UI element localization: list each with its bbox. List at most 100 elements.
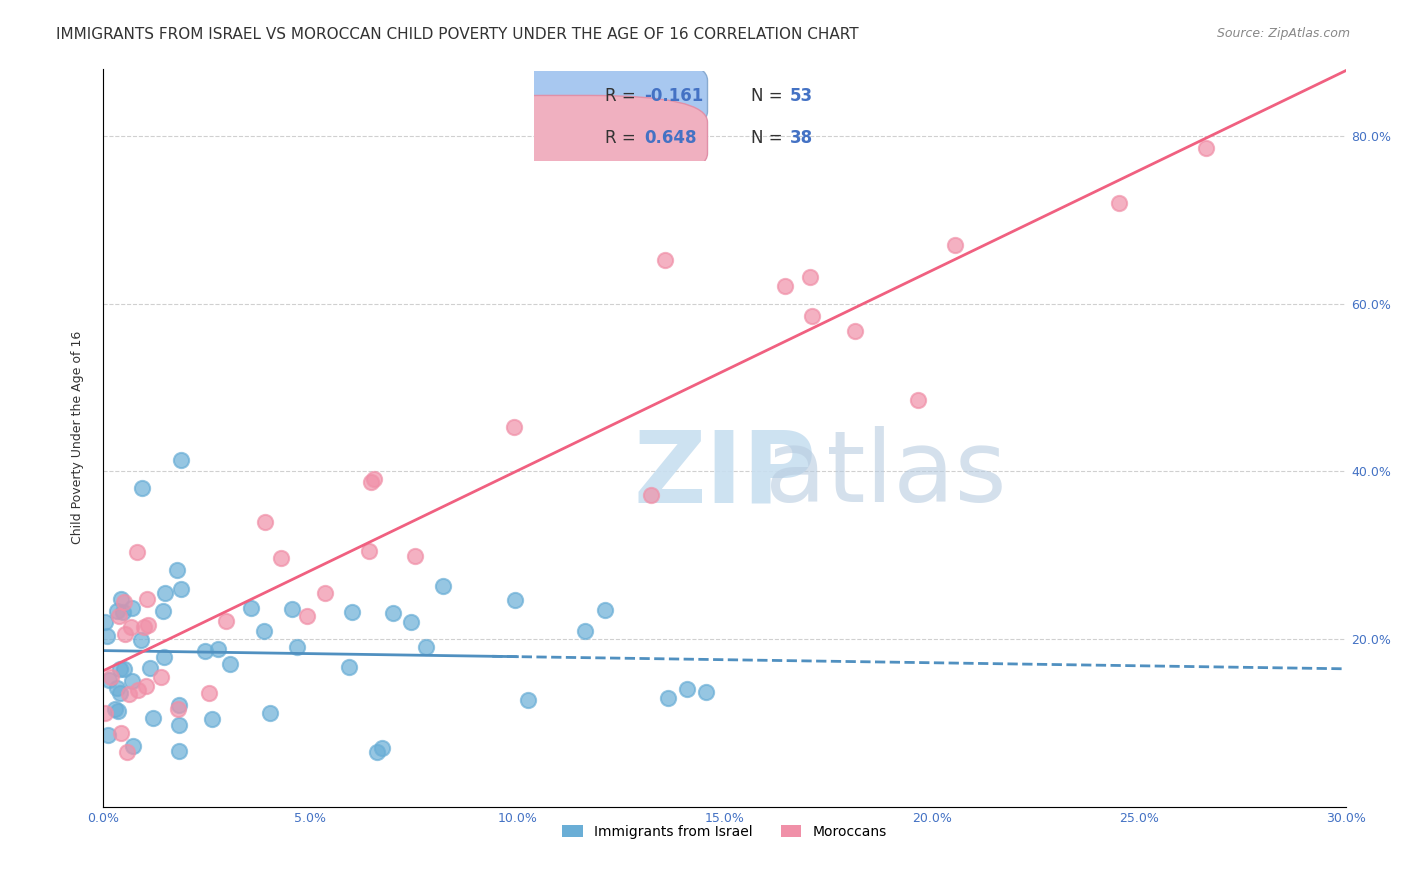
Text: R =: R =: [605, 87, 641, 105]
Point: [799, 270, 821, 285]
Text: ZIP: ZIP: [633, 426, 815, 524]
Point: [135, 679, 157, 693]
Point: [110, 592, 132, 607]
Point: [107, 704, 129, 718]
Point: [259, 706, 281, 720]
Point: [800, 309, 823, 323]
Text: 0.648: 0.648: [644, 129, 697, 147]
Point: [198, 686, 221, 700]
Point: [108, 686, 131, 700]
Point: [399, 615, 422, 629]
Point: [120, 620, 142, 634]
Point: [640, 488, 662, 502]
Text: IMMIGRANTS FROM ISRAEL VS MOROCCAN CHILD POVERTY UNDER THE AGE OF 16 CORRELATION: IMMIGRANTS FROM ISRAEL VS MOROCCAN CHILD…: [56, 27, 859, 42]
Point: [270, 551, 292, 566]
Point: [131, 481, 153, 495]
Point: [122, 739, 145, 753]
Point: [100, 670, 122, 684]
Point: [907, 392, 929, 407]
Point: [107, 608, 129, 623]
Point: [415, 640, 437, 655]
Text: atlas: atlas: [765, 426, 1007, 524]
Point: [219, 657, 242, 672]
FancyBboxPatch shape: [425, 54, 707, 138]
Point: [167, 698, 190, 712]
Point: [94, 615, 117, 629]
Point: [194, 644, 217, 658]
Point: [517, 693, 540, 707]
Text: Source: ZipAtlas.com: Source: ZipAtlas.com: [1216, 27, 1350, 40]
Point: [94, 706, 117, 721]
Point: [108, 662, 131, 676]
Point: [214, 615, 236, 629]
Text: R =: R =: [605, 129, 641, 147]
Point: [104, 702, 127, 716]
Point: [136, 592, 159, 607]
Point: [382, 606, 405, 620]
Point: [110, 725, 132, 739]
Point: [117, 687, 139, 701]
Point: [357, 544, 380, 558]
Point: [167, 702, 190, 716]
Point: [1108, 195, 1130, 210]
Point: [342, 605, 364, 619]
Point: [503, 420, 526, 434]
Point: [149, 670, 172, 684]
Point: [139, 661, 162, 675]
Point: [254, 515, 277, 529]
Point: [167, 744, 190, 758]
Point: [595, 603, 617, 617]
Point: [360, 475, 382, 489]
Point: [153, 586, 176, 600]
Point: [111, 605, 134, 619]
Point: [166, 563, 188, 577]
Point: [170, 582, 193, 596]
Point: [371, 740, 394, 755]
Point: [117, 746, 139, 760]
Point: [114, 627, 136, 641]
Point: [112, 662, 135, 676]
Point: [339, 660, 361, 674]
Point: [574, 624, 596, 638]
Text: -0.161: -0.161: [644, 87, 704, 105]
Point: [97, 728, 120, 742]
Point: [105, 681, 128, 695]
Point: [121, 673, 143, 688]
Point: [657, 691, 679, 706]
Point: [695, 685, 717, 699]
Point: [201, 712, 224, 726]
Text: N =: N =: [751, 129, 787, 147]
Point: [152, 604, 174, 618]
Point: [152, 649, 174, 664]
Point: [112, 595, 135, 609]
Point: [285, 640, 308, 654]
Point: [96, 629, 118, 643]
Point: [773, 278, 796, 293]
Point: [142, 711, 165, 725]
Text: N =: N =: [751, 87, 787, 105]
Text: 38: 38: [790, 129, 813, 147]
Point: [121, 600, 143, 615]
Point: [676, 681, 699, 696]
Point: [138, 618, 160, 632]
Legend: Immigrants from Israel, Moroccans: Immigrants from Israel, Moroccans: [557, 820, 893, 845]
Point: [1195, 141, 1218, 155]
Point: [169, 453, 191, 467]
Point: [253, 624, 276, 639]
Point: [432, 579, 454, 593]
Point: [654, 253, 676, 268]
Point: [503, 593, 526, 607]
Point: [363, 472, 385, 486]
Point: [207, 642, 229, 657]
Point: [167, 717, 190, 731]
Point: [105, 604, 128, 618]
Point: [844, 324, 866, 338]
Point: [97, 673, 120, 687]
Point: [314, 586, 336, 600]
Point: [129, 632, 152, 647]
Point: [295, 609, 318, 624]
Point: [127, 683, 149, 698]
Point: [943, 237, 966, 252]
Point: [125, 544, 148, 558]
Point: [366, 745, 388, 759]
